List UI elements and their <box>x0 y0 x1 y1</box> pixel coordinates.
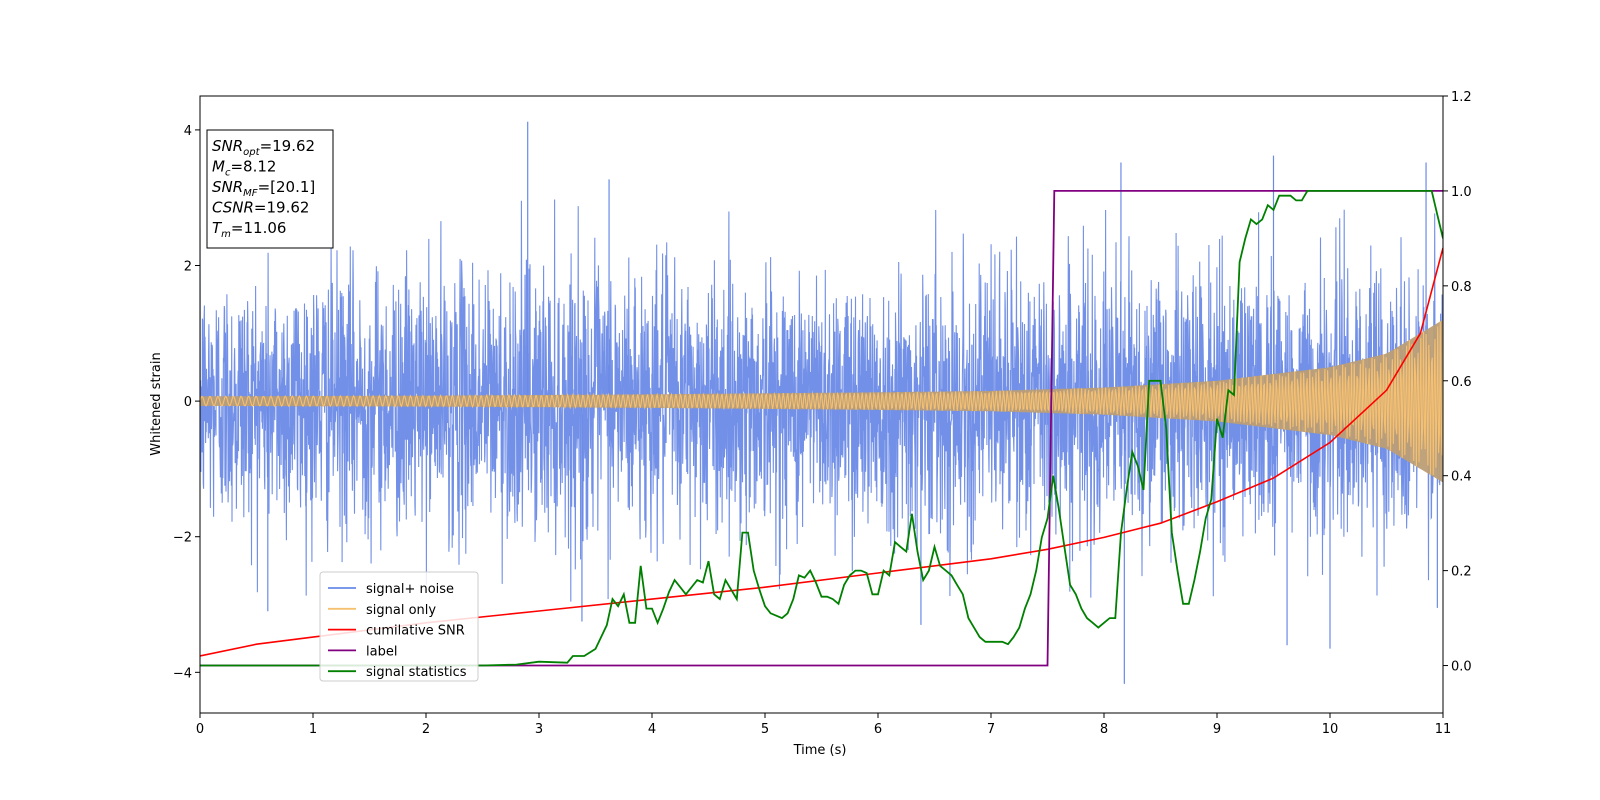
info-line: Mc=8.12 <box>212 158 276 179</box>
label-line <box>200 190 1443 667</box>
y-left-tick-label: 0 <box>184 395 192 410</box>
y-left-tick-label: −2 <box>173 531 192 546</box>
y-axis-title: Whitened strain <box>149 352 164 455</box>
info-box-frame <box>206 129 334 249</box>
legend-frame <box>319 571 479 682</box>
x-tick-label: 2 <box>422 722 430 737</box>
x-tick-label: 3 <box>535 722 543 737</box>
x-axis-title: Time (s) <box>793 743 847 758</box>
y-right-tick-label: 0.4 <box>1451 470 1472 485</box>
y-left-tick-label: −4 <box>173 666 192 681</box>
plot-frame <box>199 95 1444 714</box>
x-tick-label: 8 <box>1100 722 1108 737</box>
x-tick-label: 4 <box>648 722 656 737</box>
x-axis: 0 1 2 3 4 5 6 7 8 9 10 11 <box>196 713 1451 737</box>
x-tick-label: 9 <box>1213 722 1221 737</box>
legend-label-signal: signal only <box>366 603 436 618</box>
signal-envelope-fill <box>200 319 1443 483</box>
y-right-tick-label: 0.6 <box>1451 375 1472 390</box>
y-axis-right: 1.2 1.0 0.8 0.6 0.4 0.2 0.0 <box>1443 90 1472 675</box>
x-tick-label: 0 <box>196 722 204 737</box>
legend-label-label: label <box>366 644 397 659</box>
x-tick-label: 11 <box>1435 722 1452 737</box>
y-axis-left: 4 2 0 −2 −4 <box>173 124 200 681</box>
legend-label-stats: signal statistics <box>366 665 467 680</box>
y-right-tick-label: 0.8 <box>1451 280 1472 295</box>
signal-statistics-line <box>200 190 1443 667</box>
y-left-tick-label: 4 <box>184 124 192 139</box>
info-line: SNRopt=19.62 <box>212 137 315 158</box>
y-right-tick-label: 0.0 <box>1451 660 1472 675</box>
legend: signal+ noise signal only cumilative SNR la… <box>319 571 479 682</box>
signal-series <box>200 319 1443 483</box>
x-tick-label: 1 <box>309 722 317 737</box>
info-line: Tm=11.06 <box>212 219 286 240</box>
y-left-tick-label: 2 <box>184 260 192 275</box>
y-right-tick-label: 1.0 <box>1451 185 1472 200</box>
info-line: SNRMF=[20.1] <box>212 178 315 199</box>
signal-trace <box>200 321 1443 476</box>
y-right-tick-label: 0.2 <box>1451 565 1472 580</box>
x-tick-label: 5 <box>761 722 769 737</box>
legend-label-snr: cumilative SNR <box>366 624 465 639</box>
x-tick-label: 7 <box>987 722 995 737</box>
x-tick-label: 6 <box>874 722 882 737</box>
parameter-info-box: SNRopt=19.62Mc=8.12SNRMF=[20.1]CSNR=19.6… <box>206 129 334 249</box>
info-line: CSNR=19.62 <box>212 199 309 217</box>
x-tick-label: 10 <box>1322 722 1339 737</box>
legend-label-noise: signal+ noise <box>366 582 454 597</box>
y-right-tick-label: 1.2 <box>1451 90 1472 105</box>
